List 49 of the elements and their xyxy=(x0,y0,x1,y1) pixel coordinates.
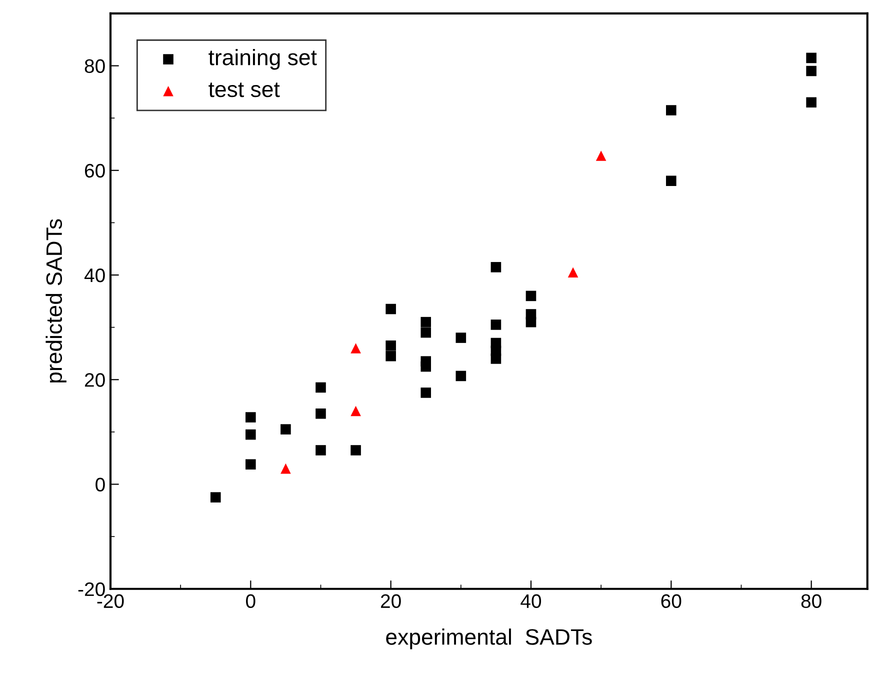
point xyxy=(210,492,221,502)
point xyxy=(316,408,326,419)
y-tick-label: -20 xyxy=(78,582,105,596)
point xyxy=(420,327,432,338)
y-tick-label: 40 xyxy=(84,268,105,282)
point xyxy=(596,150,606,161)
point xyxy=(526,290,536,302)
point xyxy=(420,361,432,372)
y-axis-title: predicted SADTs xyxy=(46,219,66,382)
point xyxy=(350,343,361,354)
point xyxy=(350,406,361,416)
point xyxy=(806,66,816,76)
point xyxy=(420,388,432,398)
legend-label: test set xyxy=(208,82,280,98)
point xyxy=(568,267,578,278)
point xyxy=(666,105,676,116)
point xyxy=(490,354,502,364)
y-tick-label: 0 xyxy=(96,478,105,492)
point xyxy=(456,370,466,382)
point xyxy=(316,382,326,393)
point xyxy=(386,340,396,351)
x-axis-title: experimental SADTs xyxy=(386,628,592,650)
point xyxy=(420,316,432,328)
x-tick-label: 60 xyxy=(661,594,682,608)
legend-label: training set xyxy=(208,49,317,70)
point xyxy=(490,262,502,272)
point xyxy=(386,350,396,362)
x-tick-label: 0 xyxy=(246,594,256,608)
point xyxy=(280,463,291,474)
point xyxy=(456,332,466,343)
point xyxy=(246,412,256,422)
y-tick-label: 60 xyxy=(84,164,105,178)
y-tick-label: 20 xyxy=(84,373,105,387)
point xyxy=(246,429,256,440)
x-tick-label: 80 xyxy=(801,594,822,608)
point xyxy=(490,320,502,330)
point xyxy=(350,445,361,456)
point xyxy=(316,445,326,456)
x-tick-label: 40 xyxy=(520,594,542,608)
y-tick-label: 80 xyxy=(84,59,105,74)
point xyxy=(806,97,816,108)
point xyxy=(386,304,396,314)
point xyxy=(280,424,291,434)
point xyxy=(666,176,676,186)
point xyxy=(526,316,536,328)
x-tick-label: 20 xyxy=(380,594,401,608)
x-tick-label: -20 xyxy=(97,594,124,608)
point xyxy=(806,52,816,64)
point xyxy=(246,459,256,470)
